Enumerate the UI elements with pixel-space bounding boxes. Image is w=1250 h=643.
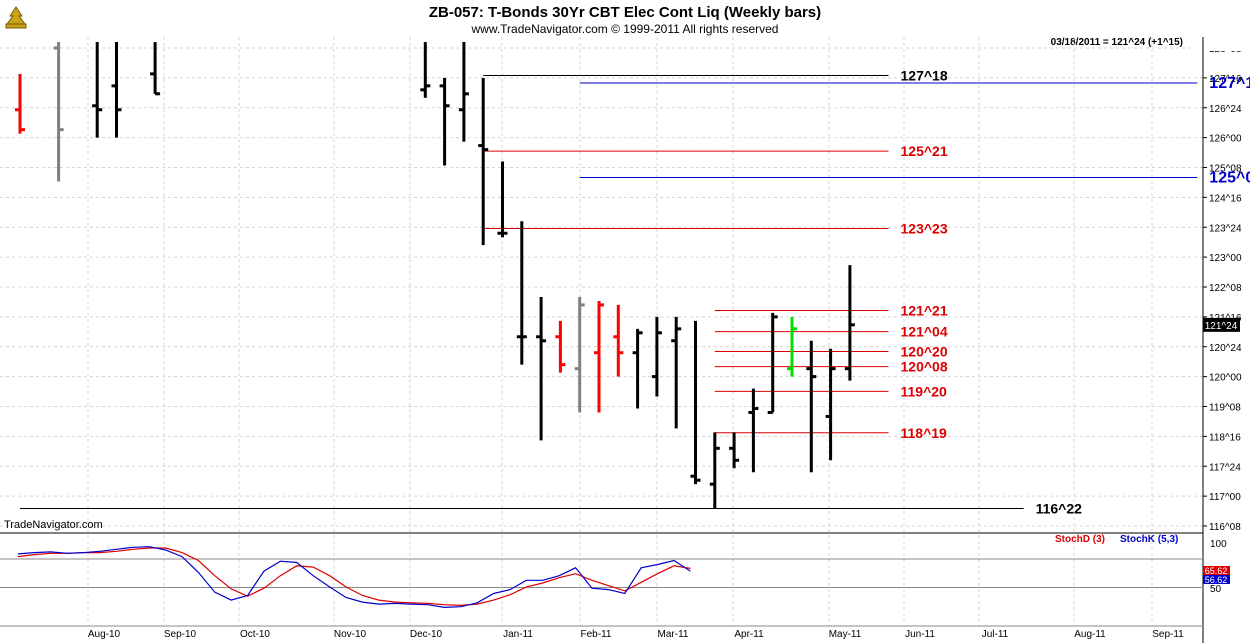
ohlc-bar	[574, 296, 585, 413]
last-quote: 03/18/2011 = 121^24 (+1^15)	[1051, 37, 1183, 48]
price-levels: 127^18 127^12 125^21 125^00 123^23 121^21 121^…	[20, 67, 1250, 516]
price-tick-label: 117^24	[1209, 462, 1241, 473]
ohlc-bar	[709, 432, 720, 509]
date-tick-label: Feb-11	[581, 629, 612, 640]
trade-navigator-logo	[3, 5, 29, 29]
ohlc-bar	[825, 348, 836, 461]
ohlc-bar	[53, 42, 64, 182]
date-tick-label: Nov-10	[334, 629, 367, 640]
ohlc-bar	[767, 312, 778, 414]
level-label: 116^22	[1036, 500, 1083, 516]
legend-stochk: StochK (5,3)	[1120, 534, 1178, 545]
watermark: TradeNavigator.com	[4, 519, 103, 531]
stoch-tick-50: 50	[1210, 584, 1222, 595]
stochd-line	[17, 547, 691, 607]
date-tick-label: Mar-11	[658, 629, 689, 640]
ohlc-bar	[806, 340, 817, 473]
ohlc-bar	[787, 316, 797, 377]
ohlc-bar	[92, 42, 103, 138]
price-grid	[0, 37, 1203, 626]
level-label: 118^19	[901, 425, 948, 441]
stoch-value-tags: 65.62 56.62	[1203, 566, 1230, 585]
price-tick-label: 125^08	[1209, 164, 1242, 175]
level-label: 127^12	[1209, 75, 1250, 92]
price-tick-label: 127^16	[1209, 74, 1242, 85]
ohlc-bar	[439, 77, 450, 166]
level-label: 119^20	[901, 383, 948, 399]
price-tick-label: 126^24	[1209, 104, 1242, 115]
date-tick-label: Jul-11	[982, 629, 1009, 640]
level-label: 120^08	[901, 359, 948, 375]
level-label: 121^21	[901, 303, 948, 319]
chart-subtitle: www.TradeNavigator.com © 1999-2011 All r…	[471, 22, 779, 36]
date-axis: Aug-10 Sep-10 Oct-10 Nov-10 Dec-10 Jan-11 Feb-…	[88, 629, 1184, 640]
ohlc-bar	[844, 265, 855, 381]
svg-text:56.62: 56.62	[1205, 575, 1228, 585]
date-tick-label: Sep-10	[164, 629, 197, 640]
price-tick-label: 120^00	[1209, 373, 1242, 384]
price-tick-label: 118^16	[1209, 432, 1241, 443]
ohlc-bar	[15, 73, 25, 134]
level-label: 127^18	[901, 67, 948, 83]
ohlc-bar	[729, 432, 740, 469]
date-tick-label: Aug-10	[88, 629, 121, 640]
date-tick-label: Jan-11	[503, 629, 533, 640]
stoch-tick-100: 100	[1210, 539, 1227, 550]
last-price-tag: 121^24	[1203, 317, 1240, 332]
ohlc-bar	[150, 42, 161, 96]
price-tick-label: 117^00	[1209, 492, 1241, 503]
price-tick-label: 120^24	[1209, 343, 1242, 354]
ohlc-bar	[613, 304, 624, 377]
date-tick-label: May-11	[829, 629, 862, 640]
date-tick-label: Dec-10	[410, 629, 443, 640]
price-tick-label: 123^00	[1209, 253, 1242, 264]
price-tick-label: 116^08	[1209, 522, 1241, 533]
price-tick-label: 119^08	[1209, 403, 1241, 414]
level-label: 125^00	[1209, 169, 1250, 186]
legend-stochd: StochD (3)	[1055, 534, 1105, 545]
level-label: 120^20	[901, 344, 948, 360]
ohlc-bar	[748, 388, 759, 473]
chart-title: ZB-057: T-Bonds 30Yr CBT Elec Cont Liq (…	[429, 4, 821, 21]
date-tick-label: Jun-11	[905, 629, 935, 640]
date-tick-label: Sep-11	[1152, 629, 1184, 640]
ohlc-bar	[516, 221, 527, 365]
price-tick-label: 124^16	[1209, 193, 1242, 204]
ohlc-bar	[671, 316, 682, 429]
stochastic-lines	[17, 546, 691, 609]
ohlc-bar	[651, 316, 662, 397]
ohlc-bar	[458, 42, 469, 142]
stochastic-grid	[0, 558, 1203, 627]
ohlc-bar	[690, 320, 701, 485]
ohlc-bar	[555, 320, 566, 373]
level-label: 121^04	[901, 324, 948, 340]
ohlc-bar	[420, 42, 431, 98]
svg-text:65.62: 65.62	[1205, 566, 1228, 576]
price-tick-label: 123^24	[1209, 223, 1242, 234]
ohlc-bar	[478, 77, 489, 246]
ohlc-bar	[536, 296, 547, 441]
stochk-line	[17, 546, 691, 609]
ohlc-bar	[594, 300, 604, 413]
svg-text:121^24: 121^24	[1205, 321, 1238, 332]
price-tick-label: 122^08	[1209, 283, 1242, 294]
ohlc-bar	[111, 42, 122, 138]
date-tick-label: Apr-11	[734, 629, 764, 640]
axis-header-space	[1190, 37, 1248, 51]
price-tick-label: 126^00	[1209, 134, 1242, 145]
ohlc-bar	[632, 328, 643, 409]
date-tick-label: Oct-10	[240, 629, 270, 640]
level-label: 125^21	[901, 143, 948, 159]
level-label: 123^23	[901, 220, 948, 236]
ohlc-bar	[497, 161, 508, 238]
price-bars	[15, 42, 855, 509]
date-tick-label: Aug-11	[1074, 629, 1106, 640]
